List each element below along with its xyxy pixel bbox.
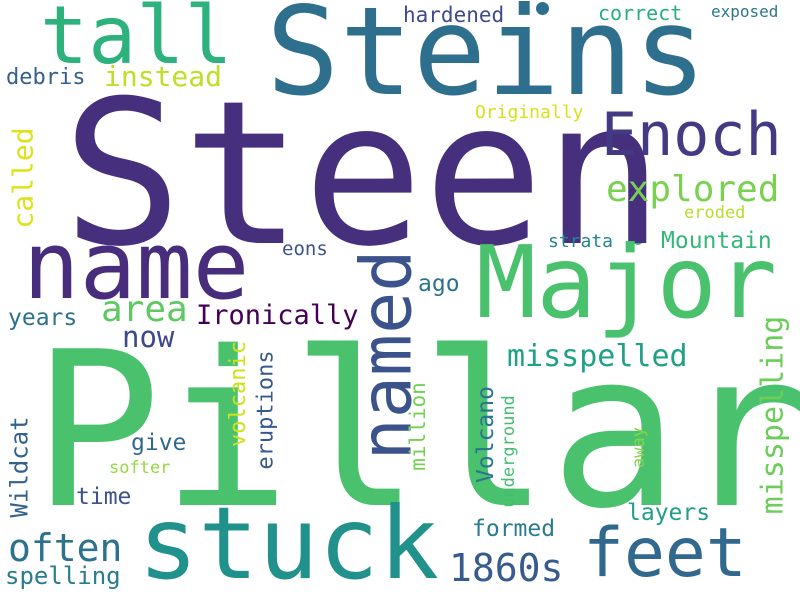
word-give: give: [131, 430, 187, 456]
word-instead: instead: [104, 60, 223, 93]
word-volcano: Volcano: [472, 386, 499, 483]
word-wildcat: Wildcat: [5, 416, 34, 518]
word-tall: tall: [40, 0, 233, 82]
word-mountain: Mountain: [661, 228, 772, 254]
word-originally: Originally: [475, 102, 584, 123]
word-steins: Steins: [266, 0, 707, 123]
word-explored: explored: [606, 169, 780, 210]
word-debris: debris: [6, 65, 86, 90]
word-stuck: stuck: [138, 485, 440, 600]
word-steen: Steen: [62, 58, 665, 291]
word-often: often: [8, 526, 123, 570]
word-underground: underground: [498, 395, 519, 508]
fragment-dot: [536, 2, 549, 15]
word-volcanic: volcanic: [225, 341, 251, 447]
word-strata: strata: [548, 231, 614, 252]
word-ago: ago: [418, 271, 460, 297]
word-enoch: Enoch: [601, 100, 782, 170]
word-misspelling: misspelling: [755, 315, 791, 515]
word-pillar: Pillar: [32, 305, 800, 556]
word-exposed: exposed: [711, 2, 779, 21]
word-away: away: [628, 427, 649, 468]
word-correct: correct: [598, 1, 683, 25]
word-eruptions: eruptions: [253, 350, 279, 470]
word-ironically: Ironically: [196, 300, 359, 331]
word-feet: feet: [583, 514, 747, 593]
word-area: area: [101, 289, 188, 330]
word-now: now: [122, 320, 175, 354]
word-misspelled: misspelled: [507, 339, 688, 374]
word-layers: layers: [627, 500, 711, 526]
word-years: years: [8, 305, 78, 331]
word-softer: softer: [109, 458, 171, 478]
word-spelling: spelling: [5, 562, 121, 590]
word-million: million: [405, 382, 430, 471]
word-name: name: [23, 212, 250, 321]
fragment-dot: [633, 235, 643, 245]
word-time: time: [76, 484, 132, 510]
word-1860s: 1860s: [449, 546, 564, 590]
word-formed: formed: [472, 516, 556, 542]
word-hardened: hardened: [403, 3, 505, 27]
word-called: called: [6, 127, 40, 229]
word-eroded: eroded: [684, 203, 746, 223]
word-major: Major: [476, 224, 778, 341]
word-eons: eons: [282, 238, 328, 260]
